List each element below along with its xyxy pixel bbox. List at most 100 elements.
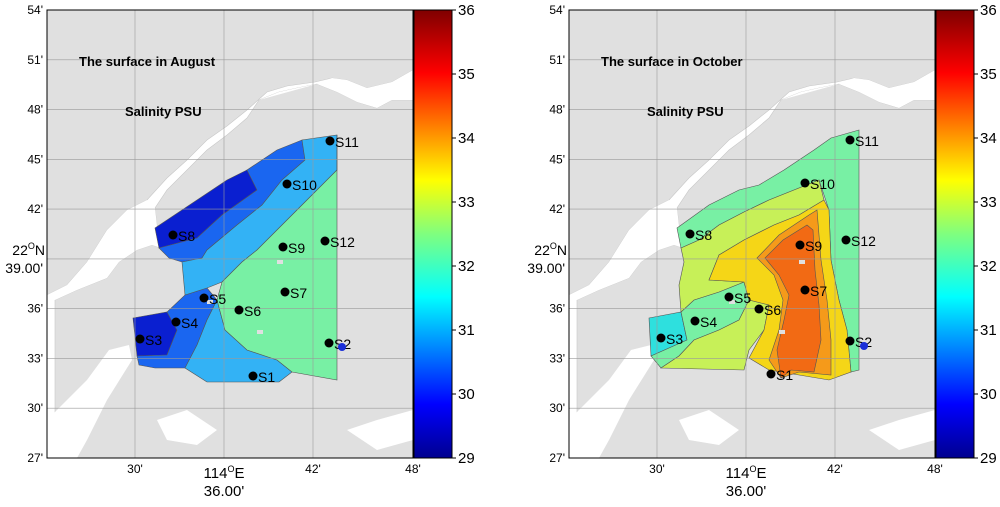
y-tick-label: 33'	[27, 351, 43, 365]
station-s4: S4	[690, 314, 717, 330]
station-s4: S4	[171, 315, 198, 331]
station-marker	[280, 287, 290, 297]
station-marker	[325, 136, 335, 146]
colorbar-tick-label: 32	[458, 258, 475, 275]
island	[257, 330, 263, 334]
station-label: S8	[695, 227, 712, 243]
station-label: S6	[764, 302, 781, 318]
map-area	[569, 10, 935, 458]
colorbar-tick-label: 34	[458, 130, 475, 147]
colorbar-tick-label: 30	[458, 386, 475, 403]
station-s8: S8	[685, 227, 712, 243]
station-marker	[845, 135, 855, 145]
station-marker	[278, 242, 288, 252]
station-marker	[845, 336, 855, 346]
y-tick-label: 39.00'	[5, 260, 43, 276]
station-marker	[766, 369, 776, 379]
station-label: S12	[330, 234, 355, 250]
colorbar-tick-label: 29	[458, 450, 475, 467]
station-s7: S7	[800, 283, 827, 299]
x-tick-label: 48'	[405, 462, 421, 476]
station-marker	[795, 240, 805, 250]
y-tick-label: 30'	[27, 401, 43, 415]
colorbar	[413, 9, 453, 459]
station-label: S9	[805, 238, 822, 254]
colorbar-tick-label: 35	[458, 66, 475, 83]
station-label: S11	[855, 133, 879, 149]
x-tick-label: 36.00'	[204, 483, 245, 500]
y-tick-label: 27'	[27, 451, 43, 465]
map-frame	[46, 9, 414, 459]
station-marker	[171, 317, 181, 327]
station-label: S7	[290, 285, 307, 301]
station-marker	[656, 333, 666, 343]
station-s10: S10	[282, 177, 317, 193]
station-s9: S9	[278, 240, 305, 256]
y-tick-label: 54'	[27, 3, 43, 17]
y-tick-label: 27'	[549, 451, 565, 465]
station-s9: S9	[795, 238, 822, 254]
water-channel	[47, 200, 179, 300]
map-area	[47, 10, 413, 458]
station-label: S10	[810, 176, 835, 192]
y-tick-label: 39.00'	[527, 260, 565, 276]
water-channel	[157, 410, 217, 445]
station-marker	[800, 178, 810, 188]
island	[277, 260, 283, 264]
y-tick-label: 48'	[549, 103, 565, 117]
station-marker	[168, 230, 178, 240]
colorbar-tick-label: 33	[458, 194, 475, 211]
station-marker	[800, 285, 810, 295]
x-axis-degree-label: 114OE	[204, 464, 245, 482]
blue-marker	[860, 342, 868, 350]
water-channel	[679, 410, 739, 445]
water-channel	[569, 345, 654, 458]
y-tick-label: 48'	[27, 103, 43, 117]
x-tick-label: 30'	[127, 462, 143, 476]
station-label: S5	[734, 290, 751, 306]
station-label: S4	[700, 314, 717, 330]
station-marker	[282, 179, 292, 189]
y-tick-label: 45'	[27, 152, 43, 166]
station-s7: S7	[280, 285, 307, 301]
island	[729, 300, 735, 304]
y-tick-label: 51'	[27, 53, 43, 67]
station-marker	[248, 371, 258, 381]
water-channel	[347, 410, 413, 450]
y-axis-degree-label: 22ON	[12, 241, 45, 258]
island	[207, 300, 213, 304]
station-marker	[724, 292, 734, 302]
y-tick-label: 42'	[27, 202, 43, 216]
map-frame	[568, 9, 936, 459]
colorbar-tick-label: 31	[458, 322, 475, 339]
island	[629, 440, 635, 444]
x-tick-label: 42'	[305, 462, 321, 476]
station-marker	[234, 305, 244, 315]
y-tick-label: 54'	[549, 3, 565, 17]
y-axis-degree-label: 22ON	[534, 241, 567, 258]
y-tick-label: 51'	[549, 53, 565, 67]
water-channel	[869, 410, 935, 450]
station-marker	[754, 304, 764, 314]
water-channel	[569, 200, 701, 300]
station-marker	[135, 334, 145, 344]
station-label: S7	[810, 283, 827, 299]
x-tick-label: 48'	[927, 462, 943, 476]
map-panel-october: 54' 51' 48' 45' 42' 36' 33' 30' 27' 22ON 39.00' 30'…	[527, 2, 996, 500]
station-s5: S5	[199, 291, 226, 307]
y-tick-label: 45'	[549, 152, 565, 166]
station-label: S4	[181, 315, 198, 331]
station-s3: S3	[656, 331, 683, 347]
x-tick-label: 30'	[649, 462, 665, 476]
water-channel	[47, 345, 132, 458]
salinity-contour-region	[764, 224, 822, 379]
station-s5: S5	[724, 290, 751, 306]
station-s8: S8	[168, 228, 195, 244]
blue-marker	[338, 343, 346, 351]
colorbar-tick-label: 36	[980, 2, 997, 19]
colorbar-tick-label: 33	[980, 194, 997, 211]
map-subtitle: Salinity PSU	[647, 104, 724, 119]
map-panel-august: 54' 51' 48' 45' 42' 36' 33' 30' 27' 22ON 39.00' 30'…	[5, 2, 474, 500]
island	[779, 330, 785, 334]
